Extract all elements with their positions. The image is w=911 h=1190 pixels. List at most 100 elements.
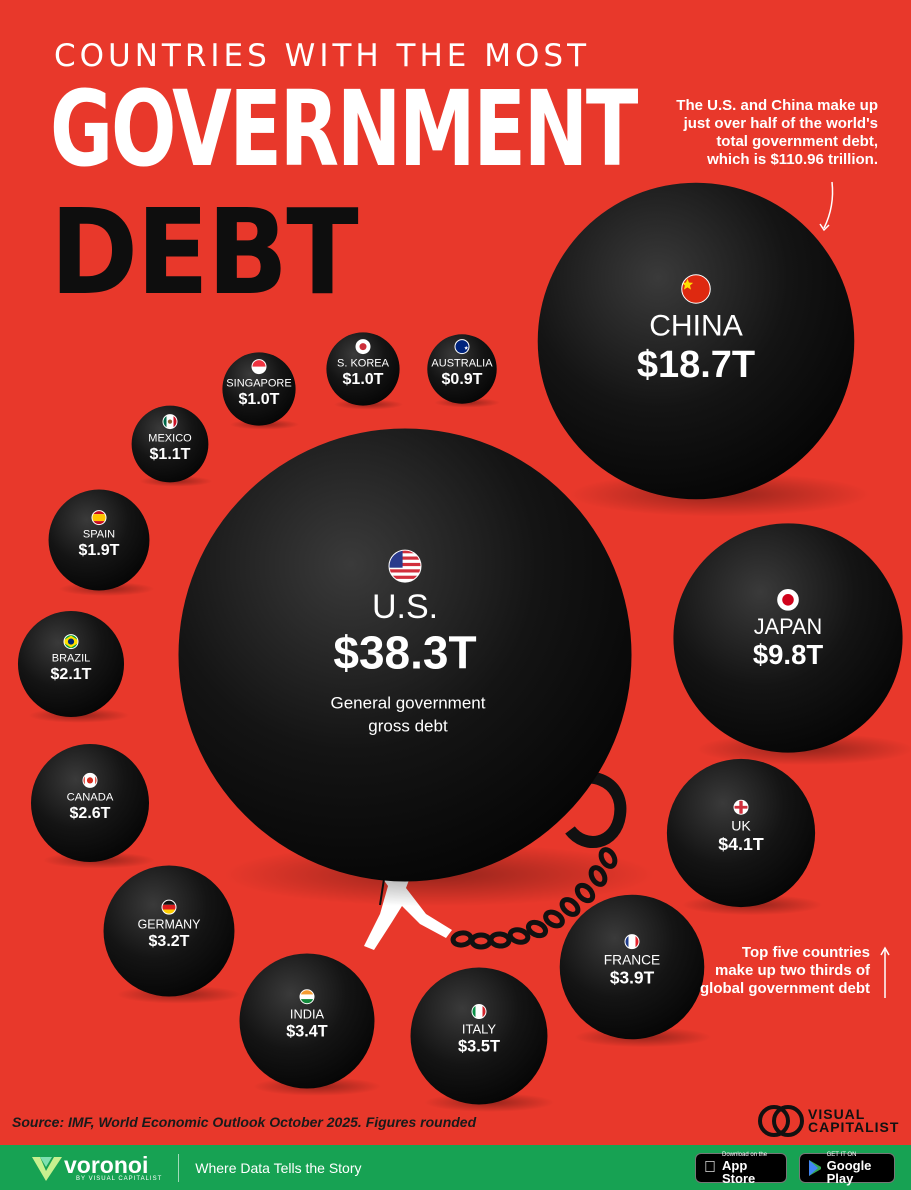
bubble-canada: CANADA$2.6T <box>30 743 155 869</box>
singapore-flag-icon <box>251 359 267 375</box>
country-name: UK <box>731 817 751 833</box>
annotation-bottom-line: Top five countries <box>741 944 870 961</box>
apple-icon:  <box>704 1159 716 1177</box>
visual-capitalist-logo: VISUAL CAPITALIST <box>758 1104 899 1138</box>
debt-bubble-chart: U.S.$38.3T General government gross debt CH… <box>17 182 911 1113</box>
us-flag-icon <box>388 549 422 583</box>
app-store-label: App Store <box>710 1159 773 1185</box>
japan-flag-icon <box>777 588 799 611</box>
country-name: BRAZIL <box>52 653 91 665</box>
us-sublabel: General government <box>331 694 486 713</box>
debt-ball <box>131 405 209 483</box>
germany-flag-icon <box>161 899 177 915</box>
debt-ball <box>410 967 548 1105</box>
spain-flag-icon <box>91 510 107 526</box>
debt-ball <box>673 523 903 753</box>
uk-flag-icon <box>733 799 749 815</box>
footer-divider <box>178 1153 180 1182</box>
country-name: S. KOREA <box>337 358 390 370</box>
brand-name: voronoi <box>64 1151 149 1178</box>
voronoi-logo-icon <box>32 1156 62 1181</box>
annotation-top: The U.S. and China make up just over hal… <box>640 97 878 169</box>
country-name: ITALY <box>462 1022 497 1037</box>
bubble-france: FRANCE$3.9T <box>559 894 712 1048</box>
country-name: SINGAPORE <box>226 378 291 390</box>
country-name: AUSTRALIA <box>431 358 493 370</box>
title-line-2: GOVERNMENT <box>50 68 638 190</box>
bubble-spain: SPAIN$1.9T <box>48 489 155 596</box>
footer-tagline: Where Data Tells the Story <box>195 1159 362 1176</box>
debt-value-label: $3.9T <box>610 967 655 987</box>
canada-flag-icon <box>82 772 98 788</box>
brazil-flag-icon <box>63 634 79 650</box>
country-name: CHINA <box>649 309 743 342</box>
debt-value-label: $1.0T <box>239 391 280 408</box>
debt-value-label: $1.0T <box>343 371 384 388</box>
annotation-top-line: which is $110.96 trillion. <box>707 151 878 168</box>
country-name: SPAIN <box>83 529 115 541</box>
annotation-bottom-line: global government debt <box>699 980 870 997</box>
country-name: JAPAN <box>754 614 823 639</box>
debt-ball <box>103 865 235 997</box>
debt-value-label: $4.1T <box>718 834 764 854</box>
bubble-india: INDIA$3.4T <box>239 953 382 1096</box>
annotation-top-line: total government debt, <box>716 133 878 150</box>
debt-value-label: $0.9T <box>442 371 483 388</box>
debt-ball <box>17 610 125 718</box>
debt-value-label: $9.8T <box>753 639 823 670</box>
bubble-s-korea: S. KOREA$1.0T <box>326 332 404 410</box>
vc-logo-word: CAPITALIST <box>808 1119 900 1135</box>
source-note: Source: IMF, World Economic Outlook Octo… <box>12 1114 477 1130</box>
annotation-bottom-line: make up two thirds of <box>714 962 870 979</box>
debt-ball <box>559 894 705 1040</box>
voronoi-brand[interactable]: voronoi BY VISUAL CAPITALIST <box>30 1153 162 1183</box>
google-play-small-text: GET IT ON <box>826 1151 857 1158</box>
debt-value-label: $2.1T <box>51 666 92 683</box>
debt-value-label: $38.3T <box>333 627 476 679</box>
debt-ball <box>537 182 855 500</box>
bubble-germany: GERMANY$3.2T <box>103 865 242 1004</box>
title-line-3: DEBT <box>50 183 359 321</box>
bubble-singapore: SINGAPORE$1.0T <box>222 352 300 430</box>
bubble-australia: AUSTRALIA$0.9T <box>427 334 501 408</box>
debt-value-label: $18.7T <box>637 344 755 386</box>
google-play-icon <box>809 1160 821 1176</box>
title-line-1: COUNTRIES WITH THE MOST <box>54 38 591 74</box>
country-name: MEXICO <box>148 433 192 445</box>
debt-value-label: $3.4T <box>286 1022 328 1040</box>
app-store-button[interactable]:  Download on the App Store <box>695 1152 787 1185</box>
france-flag-icon <box>624 934 640 950</box>
bubble-brazil: BRAZIL$2.1T <box>17 610 130 723</box>
debt-ball <box>666 758 816 908</box>
bubble-japan: JAPAN$9.8T <box>673 523 911 766</box>
india-flag-icon <box>299 989 315 1005</box>
app-store-small-text: Download on the <box>710 1152 767 1164</box>
annotation-bottom: Top five countries make up two thirds of… <box>690 944 870 998</box>
country-name: GERMANY <box>138 918 202 932</box>
debt-value-label: $3.2T <box>149 933 190 950</box>
brand-subtitle: BY VISUAL CAPITALIST <box>76 1175 163 1182</box>
debt-ball <box>326 332 400 406</box>
google-play-label: Google Play <box>826 1157 872 1186</box>
annotation-top-line: just over half of the world's <box>683 115 878 132</box>
debt-ball <box>427 334 497 404</box>
arrow-up-icon <box>880 946 890 998</box>
us-sublabel: gross debt <box>368 717 448 736</box>
country-name: CANADA <box>67 792 114 804</box>
debt-ball <box>178 428 632 882</box>
annotation-top-line: The U.S. and China make up <box>676 97 878 114</box>
google-play-button[interactable]: GET IT ON Google Play <box>799 1151 895 1186</box>
bubble-china: CHINA$18.7T <box>537 182 871 517</box>
country-name: U.S. <box>372 588 438 626</box>
italy-flag-icon <box>471 1004 487 1020</box>
china-flag-icon <box>681 274 711 304</box>
debt-value-label: $1.1T <box>150 446 191 463</box>
bubble-u-s: U.S.$38.3T General government gross debt <box>178 428 655 907</box>
debt-ball <box>239 953 375 1089</box>
south-korea-flag-icon <box>355 339 371 355</box>
country-name: FRANCE <box>604 952 660 967</box>
vc-logo-word: VISUAL <box>808 1106 866 1122</box>
bubble-mexico: MEXICO$1.1T <box>131 405 213 487</box>
bubble-italy: ITALY$3.5T <box>410 967 555 1113</box>
country-name: INDIA <box>290 1007 325 1022</box>
